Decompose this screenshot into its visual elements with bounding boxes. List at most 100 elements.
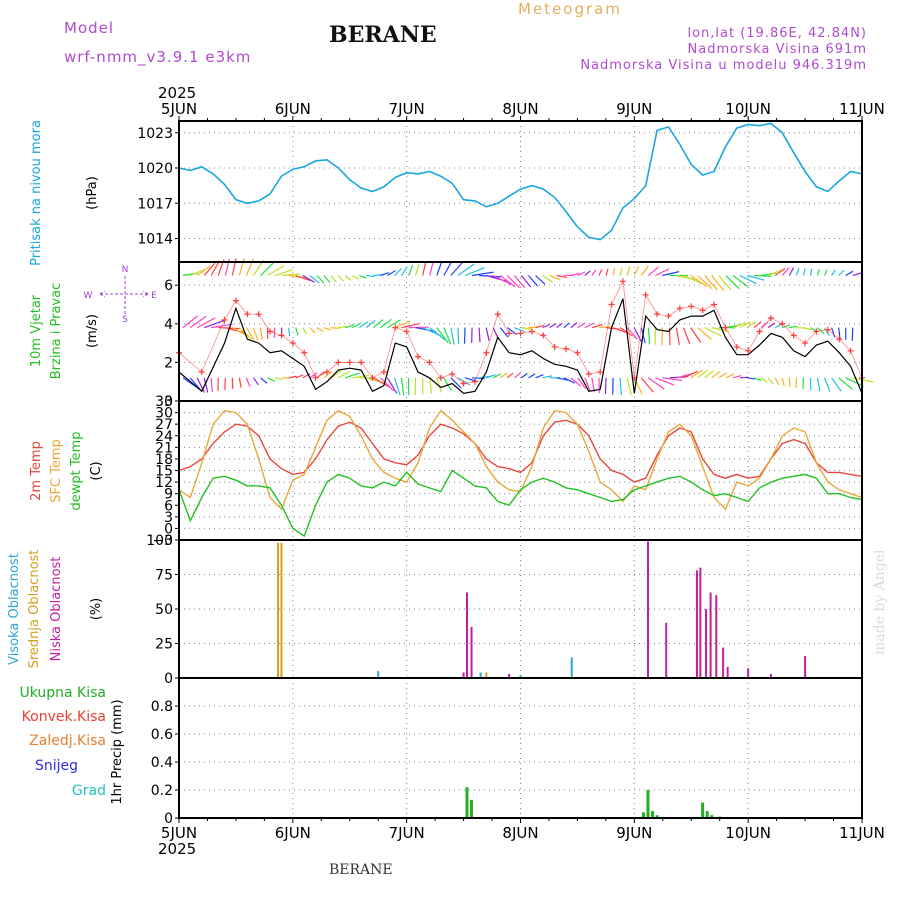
wind-direction-arrow bbox=[591, 377, 596, 393]
x-label-bottom: 8JUN bbox=[502, 824, 538, 842]
wind-direction-arrow bbox=[485, 327, 490, 341]
wind-direction-arrow bbox=[788, 377, 791, 388]
wind-direction-arrow bbox=[513, 372, 521, 379]
wind-direction-arrow bbox=[690, 369, 703, 379]
cloud-bar bbox=[769, 673, 772, 678]
wind-direction-arrow bbox=[295, 374, 304, 379]
wind-direction-arrow bbox=[767, 377, 774, 385]
temp-title-dewpt: dewpt Temp bbox=[69, 431, 84, 510]
precip-bar bbox=[701, 802, 705, 818]
cloud-title-mid: Srednja Oblacnost bbox=[27, 550, 42, 669]
wind-speed-line bbox=[178, 298, 863, 394]
x-label-top: 5JUN bbox=[161, 100, 197, 118]
wind-direction-arrow bbox=[711, 371, 721, 379]
wind-direction-arrow bbox=[478, 327, 481, 343]
wind-direction-arrow bbox=[225, 327, 246, 334]
y-tick-label: 12 bbox=[155, 475, 173, 491]
wind-direction-arrow bbox=[450, 261, 464, 276]
cloud-title-low: Niska Oblacnost bbox=[49, 557, 64, 662]
wind-direction-arrow bbox=[760, 377, 768, 383]
wind-direction-arrow bbox=[591, 324, 603, 329]
wind-direction-arrow bbox=[457, 263, 475, 277]
wind-direction-arrow bbox=[238, 377, 242, 388]
wind-direction-arrow bbox=[408, 264, 414, 276]
wind-direction-arrow bbox=[711, 327, 730, 333]
temp-line-sfc-temp bbox=[178, 409, 863, 511]
wind-direction-arrow bbox=[436, 260, 443, 276]
wind-direction-arrow bbox=[584, 377, 591, 391]
wind-direction-arrow bbox=[316, 327, 324, 333]
wind-direction-arrow bbox=[605, 268, 609, 276]
wind-direction-arrow bbox=[591, 269, 597, 276]
y-tick-label: 0.4 bbox=[151, 755, 173, 771]
cloud-bar bbox=[709, 592, 712, 678]
wind-direction-arrow bbox=[718, 275, 732, 291]
y-tick-label: 1020 bbox=[137, 161, 173, 177]
precip-label: Grad bbox=[72, 783, 106, 799]
wind-direction-arrow bbox=[288, 375, 297, 379]
wind-direction-arrow bbox=[598, 377, 601, 394]
wind-direction-arrow bbox=[802, 268, 806, 276]
wind-direction-arrow bbox=[683, 274, 702, 284]
wind-direction-arrow bbox=[323, 275, 331, 284]
y-tick-label: 0 bbox=[164, 394, 173, 410]
wind-direction-arrow bbox=[274, 377, 283, 381]
model-name: wrf-nmm_v3.9.1 e3km bbox=[64, 48, 252, 66]
wind-direction-arrow bbox=[245, 327, 256, 341]
cloud-bar bbox=[722, 647, 725, 678]
wind-direction-arrow bbox=[774, 323, 783, 329]
wind-direction-arrow bbox=[274, 269, 293, 277]
y-tick-label: 33 bbox=[155, 394, 173, 410]
wind-direction-arrow bbox=[781, 267, 790, 276]
temp-line-2m-temp bbox=[178, 419, 863, 483]
wind-direction-arrow bbox=[612, 268, 616, 276]
wind-unit: (m/s) bbox=[85, 314, 100, 348]
wind-direction-arrow bbox=[203, 319, 225, 329]
wind-direction-arrow bbox=[739, 376, 749, 379]
wind-direction-arrow bbox=[570, 377, 581, 387]
wind-direction-arrow bbox=[196, 265, 211, 277]
wind-direction-arrow bbox=[401, 266, 408, 276]
wind-direction-arrow bbox=[640, 265, 649, 276]
wind-direction-arrow bbox=[704, 275, 718, 291]
y-tick-label: 75 bbox=[155, 568, 173, 584]
wind-direction-arrow bbox=[647, 266, 659, 276]
wind-direction-arrow bbox=[414, 377, 417, 395]
wind-direction-arrow bbox=[436, 377, 442, 393]
bottom-title: BERANE bbox=[329, 862, 393, 878]
wind-direction-arrow bbox=[203, 262, 216, 276]
y-tick-label: 25 bbox=[155, 637, 173, 653]
location-lonlat: lon,lat (19.86E, 42.84N) bbox=[687, 26, 867, 41]
cloud-bar bbox=[485, 672, 488, 678]
pressure-unit: (hPa) bbox=[85, 176, 100, 210]
compass-east: E bbox=[151, 291, 157, 301]
x-label-top: 10JUN bbox=[725, 100, 771, 118]
wind-direction-arrow bbox=[690, 275, 708, 288]
wind-direction-arrow bbox=[267, 265, 285, 277]
cloud-bar bbox=[479, 672, 482, 678]
wind-direction-arrow bbox=[647, 327, 651, 345]
y-tick-label: 1023 bbox=[137, 126, 173, 142]
y-tick-label: 21 bbox=[155, 440, 173, 456]
wind-direction-arrow bbox=[598, 269, 603, 276]
wind-direction-arrow bbox=[774, 377, 780, 386]
precip-label: Zaledj.Kisa bbox=[29, 733, 106, 749]
wind-direction-arrow bbox=[633, 377, 643, 395]
wind-direction-arrow bbox=[386, 377, 398, 394]
wind-direction-arrow bbox=[718, 372, 728, 379]
wind-direction-arrow bbox=[260, 261, 275, 276]
y-tick-label: 0.6 bbox=[151, 727, 173, 743]
wind-direction-arrow bbox=[457, 327, 460, 345]
wind-direction-arrow bbox=[372, 319, 384, 329]
y-tick-label: 100 bbox=[146, 533, 173, 549]
wind-direction-arrow bbox=[704, 370, 714, 379]
wind-direction-arrow bbox=[563, 322, 570, 329]
wind-direction-arrow bbox=[535, 374, 544, 379]
wind-direction-arrow bbox=[379, 377, 395, 392]
wind-direction-arrow bbox=[260, 377, 268, 384]
y-tick-label: 1017 bbox=[137, 196, 173, 212]
wind-direction-arrow bbox=[210, 260, 220, 276]
wind-direction-arrow bbox=[492, 274, 512, 286]
wind-direction-arrow bbox=[281, 273, 300, 277]
cloud-bar bbox=[570, 657, 573, 678]
